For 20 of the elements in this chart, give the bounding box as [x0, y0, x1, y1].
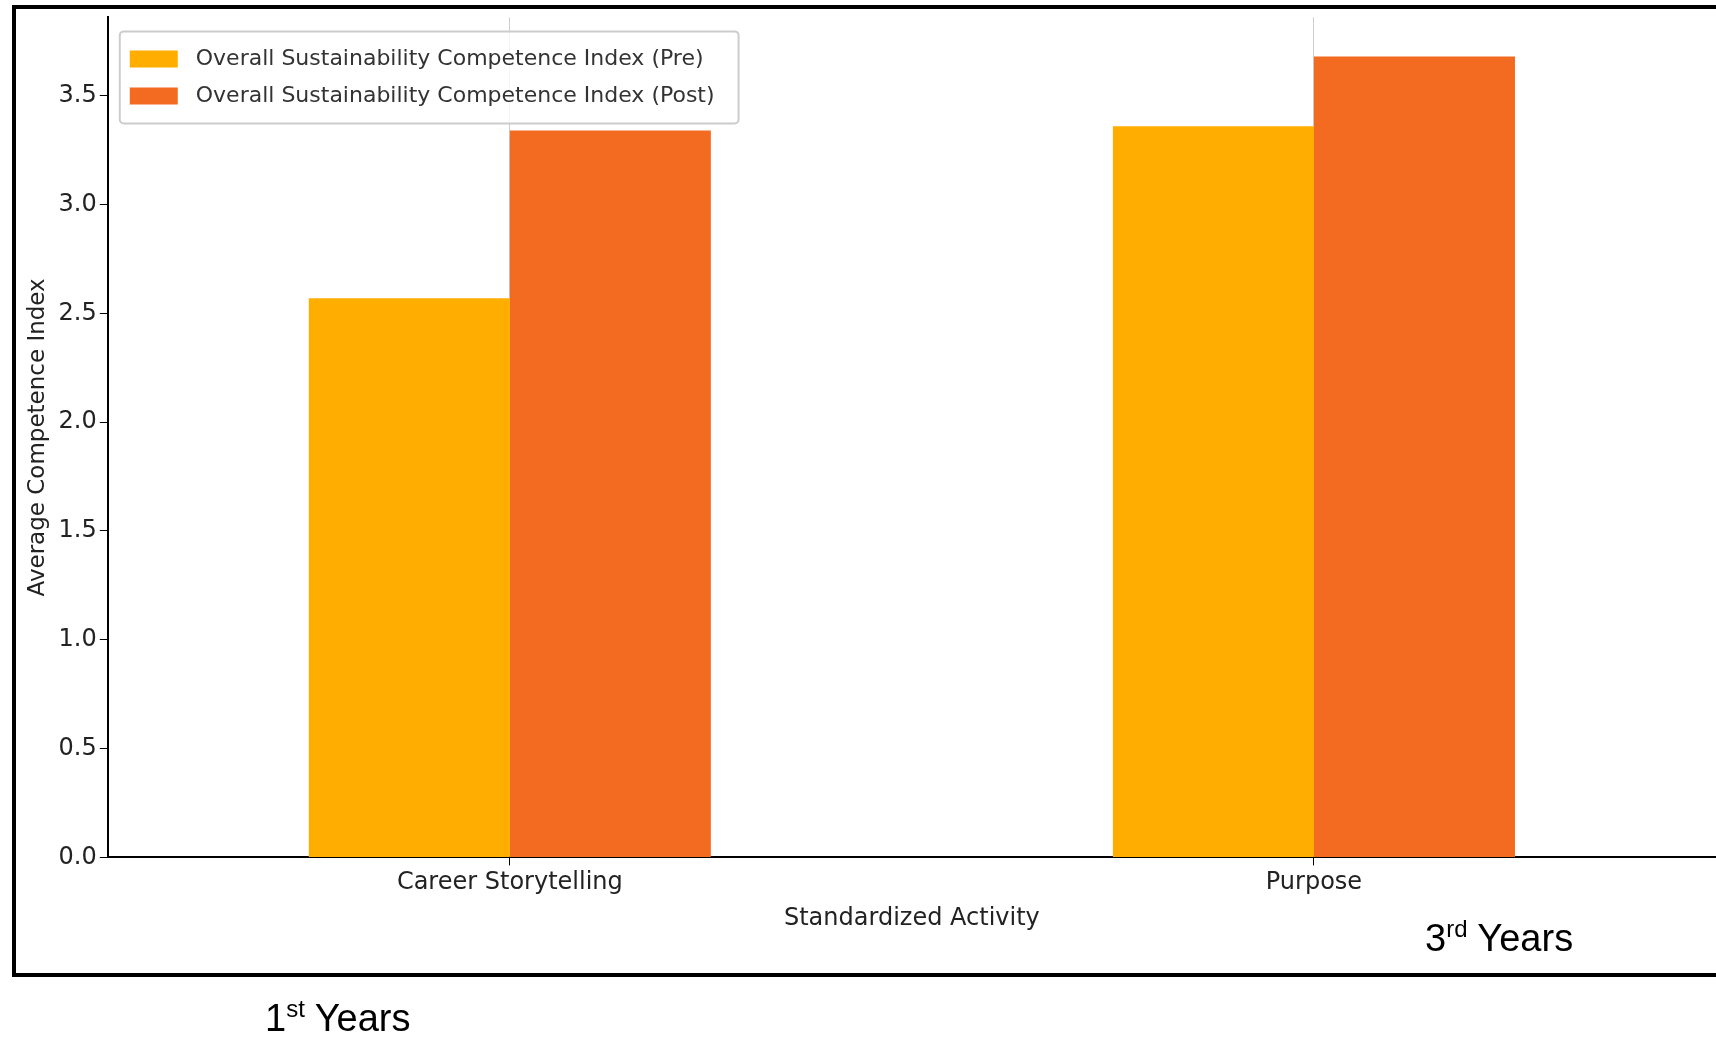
y-tick-label: 2.5 — [58, 297, 97, 326]
y-tick-label: 1.5 — [58, 515, 97, 544]
x-tick-label: Career Storytelling — [396, 867, 623, 896]
text: 3$^{rd}$ Years — [1425, 915, 1574, 960]
legend-label: Overall Sustainability Competence Index (Pre) — [195, 45, 704, 71]
x-axis-title: Standardized Activity — [783, 902, 1040, 931]
y-tick-label: 3.0 — [58, 188, 97, 217]
y-tick-label: 1.0 — [58, 624, 97, 653]
legend-label: Overall Sustainability Competence Index (Post) — [195, 82, 715, 108]
bar — [308, 298, 510, 857]
text: 1$^{st}$ Years — [265, 995, 411, 1037]
y-axis-title: Average Competence Index — [22, 278, 49, 597]
bar — [1112, 126, 1314, 857]
y-tick-label: 2.0 — [58, 406, 97, 435]
bar — [1313, 56, 1515, 857]
y-tick-label: 0.0 — [58, 841, 97, 870]
y-tick-label: 3.5 — [58, 79, 97, 108]
x-tick-label: Purpose — [1265, 867, 1363, 896]
y-tick-label: 0.5 — [58, 732, 97, 761]
bar — [509, 130, 711, 857]
